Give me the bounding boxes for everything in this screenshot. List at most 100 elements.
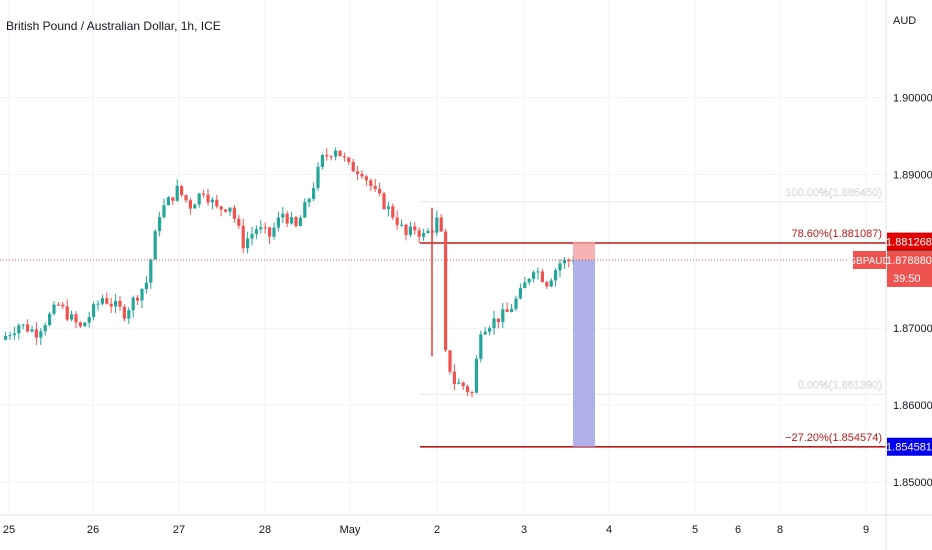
x-tick-label: 28 [259, 524, 271, 536]
candle-body [514, 298, 518, 309]
candle-body [545, 282, 549, 287]
candle-body [400, 224, 404, 226]
x-tick-label: 5 [692, 524, 698, 536]
candle-body [254, 229, 258, 234]
grid-lines [0, 0, 886, 515]
candle-body [470, 392, 474, 394]
candle-body [127, 310, 131, 319]
price-tag [887, 437, 932, 456]
candle-body [21, 324, 25, 326]
candle-body [466, 386, 470, 393]
candle-body [118, 300, 122, 307]
candle-body [241, 225, 245, 249]
candle-body [149, 259, 153, 283]
candle-body [523, 282, 527, 289]
position-box[interactable] [573, 241, 595, 447]
candle-body [56, 304, 60, 306]
x-tick-label: 4 [606, 524, 612, 536]
candle-body [430, 230, 434, 233]
x-tick-label: May [340, 524, 361, 536]
candle-body [316, 166, 320, 189]
candle-body [210, 199, 214, 203]
candle-body [92, 304, 96, 317]
fibonacci-levels[interactable] [420, 200, 886, 448]
candle-body [193, 204, 197, 209]
bar-countdown: 39:50 [893, 273, 921, 285]
candle-body [237, 218, 241, 226]
candle-body [180, 185, 184, 196]
time-axis[interactable]: 25 26 27 28 May 2 3 4 5 6 8 9 [3, 524, 869, 536]
last-price-tag [887, 250, 932, 287]
candle-body [246, 238, 250, 249]
candle-body [70, 314, 74, 320]
candle-body [562, 259, 566, 264]
symbol-tag-label: GBPAUD [848, 256, 890, 267]
price-tag-label: 1.881268 [886, 237, 932, 249]
candle-body [303, 202, 307, 218]
candle-body [158, 217, 162, 232]
stop-loss-zone[interactable] [573, 241, 595, 260]
candle-body [496, 318, 500, 323]
candle-body [505, 309, 509, 312]
candle-body [109, 303, 113, 307]
fibonacci-level-labels: 100.00%(1.886450) 78.60%(1.881087) 0.00%(1… [785, 187, 882, 444]
currency-label: AUD [893, 15, 916, 27]
x-tick-label: 8 [777, 524, 783, 536]
y-tick-label: 1.900000 [893, 93, 932, 105]
candle-body [52, 304, 56, 314]
candle-body [250, 233, 254, 239]
candle-body [122, 306, 126, 319]
candle-body [114, 300, 118, 307]
price-tag [887, 232, 932, 251]
candle-body [373, 186, 377, 189]
candle-body [347, 157, 351, 162]
candle-body [364, 176, 368, 181]
candle-body [281, 213, 285, 218]
candle-body [435, 217, 439, 233]
candle-body [444, 231, 448, 351]
candle-body [65, 306, 69, 320]
fib-level-label: 78.60%(1.881087) [791, 228, 882, 240]
candle-body [549, 280, 553, 287]
x-tick-label: 26 [87, 524, 99, 536]
candle-body [312, 188, 316, 199]
take-profit-zone[interactable] [573, 259, 595, 447]
price-axis-tags: 1.8812681.8789631.854581GBPAUD1.87888039… [848, 232, 932, 456]
candle-body [334, 150, 338, 157]
candle-body [219, 206, 223, 210]
candle-body [74, 314, 78, 323]
price-axis[interactable]: 1.900000 1.890000 1.870000 1.860000 1.850000 [893, 93, 932, 489]
candle-body [184, 195, 188, 201]
candle-body [492, 318, 496, 329]
candle-body [298, 217, 302, 227]
candle-body [483, 331, 487, 335]
candle-body [540, 271, 544, 283]
candle-body [83, 322, 87, 327]
candle-body [395, 217, 399, 225]
candle-body [188, 200, 192, 209]
fib-level-label: 100.00%(1.886450) [785, 187, 882, 199]
candlestick-series [4, 147, 575, 398]
chart-title: British Pound / Australian Dollar, 1h, I… [6, 19, 221, 33]
candle-body [140, 288, 144, 301]
candle-body [136, 297, 140, 301]
candle-body [501, 309, 505, 323]
candle-body [8, 335, 12, 337]
candle-body [30, 329, 34, 332]
candle-body [268, 227, 272, 237]
candle-body [26, 324, 30, 332]
candle-body [413, 226, 417, 231]
candle-body [554, 270, 558, 281]
y-tick-label: 1.870000 [893, 323, 932, 335]
candle-body [144, 282, 148, 289]
candle-body [391, 206, 395, 218]
candle-body [382, 193, 386, 210]
x-tick-label: 9 [863, 524, 869, 536]
candle-body [61, 304, 65, 307]
candle-body [320, 155, 324, 167]
candle-body [408, 226, 412, 235]
candle-body [369, 180, 373, 187]
candle-body [527, 278, 531, 283]
candle-body [131, 297, 135, 311]
